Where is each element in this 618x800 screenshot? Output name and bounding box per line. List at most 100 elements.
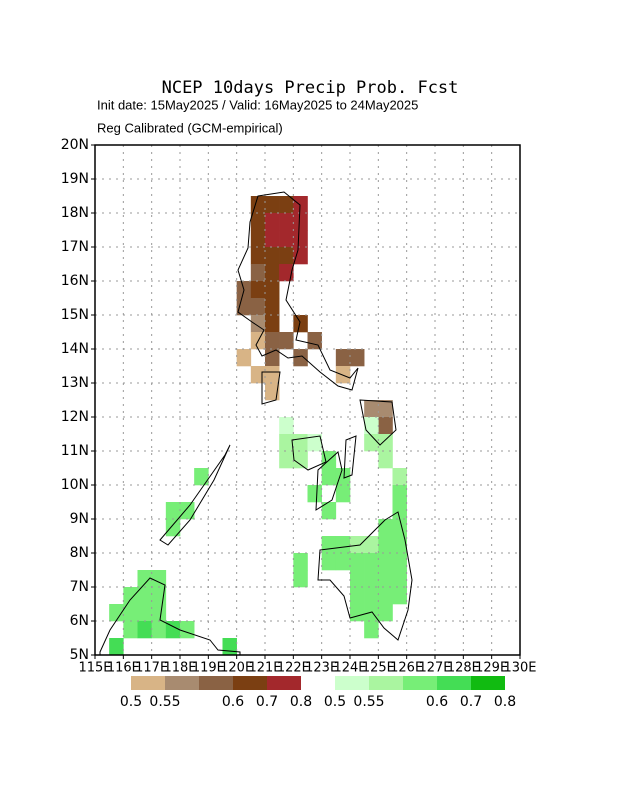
x-tick-label: 129E xyxy=(475,661,508,676)
prob-cell xyxy=(378,434,393,452)
prob-cell xyxy=(335,366,351,384)
prob-cell xyxy=(279,230,294,248)
prob-cell xyxy=(109,638,124,656)
prob-cell xyxy=(123,587,138,605)
prob-cell xyxy=(293,247,308,265)
x-tick-label: 128E xyxy=(447,661,480,676)
prob-cell xyxy=(123,604,138,622)
coast-negros xyxy=(315,451,343,511)
prob-cell xyxy=(279,196,294,214)
prob-cell xyxy=(350,570,365,588)
prob-cell xyxy=(279,213,294,231)
coast-samar xyxy=(359,399,397,446)
x-tick-label: 126E xyxy=(390,661,423,676)
coast-mindoro xyxy=(261,371,281,405)
prob-cell xyxy=(265,264,280,282)
x-tick-label: 122E xyxy=(277,661,310,676)
prob-cell xyxy=(378,553,393,571)
prob-cell xyxy=(293,196,308,214)
prob-cell xyxy=(265,383,280,401)
x-tick-label: 118E xyxy=(163,661,196,676)
coast-palawan xyxy=(159,444,231,546)
cells xyxy=(109,196,407,656)
y-tick-label: 17N xyxy=(61,239,89,255)
prob-cell xyxy=(307,332,322,350)
prob-cell xyxy=(392,553,407,571)
x-tick-label: 117E xyxy=(135,661,168,676)
legend-swatch xyxy=(267,676,301,690)
y-tick-label: 6N xyxy=(70,613,89,629)
prob-cell xyxy=(378,536,393,554)
legend-swatch xyxy=(335,676,369,690)
y-tick-label: 18N xyxy=(61,205,89,221)
prob-cell xyxy=(137,621,152,639)
prob-cell xyxy=(378,417,393,435)
prob-cell xyxy=(265,213,280,231)
prob-cell xyxy=(335,468,351,486)
prob-cell xyxy=(350,536,365,554)
prob-cell xyxy=(250,366,266,384)
prob-cell xyxy=(279,264,294,282)
prob-cell xyxy=(364,434,379,452)
prob-cell xyxy=(165,502,181,520)
legend-swatch xyxy=(403,676,437,690)
prob-cell xyxy=(378,604,393,622)
y-tick-label: 9N xyxy=(70,511,89,527)
y-tick-label: 7N xyxy=(70,579,89,595)
prob-cell xyxy=(279,451,294,469)
prob-cell xyxy=(165,621,181,639)
prob-cell xyxy=(180,502,195,520)
x-tick-label: 130E xyxy=(503,661,536,676)
legend-label: 0.7 xyxy=(460,694,482,710)
legend-label: 0.6 xyxy=(222,694,244,710)
legend-label: 0.6 xyxy=(426,694,448,710)
prob-cell xyxy=(279,417,294,435)
plot-frame xyxy=(94,144,521,656)
prob-cell xyxy=(392,536,407,554)
prob-cell xyxy=(250,298,266,316)
prob-cell xyxy=(335,536,351,554)
prob-cell xyxy=(123,621,138,639)
prob-cell xyxy=(250,247,266,265)
prob-cell xyxy=(350,604,365,622)
y-tick-label: 11N xyxy=(61,443,89,459)
coast-panay xyxy=(291,435,327,471)
prob-cell xyxy=(265,281,280,299)
prob-cell xyxy=(364,621,379,639)
prob-cell xyxy=(378,400,393,418)
x-tick-label: 121E xyxy=(248,661,281,676)
prob-cell xyxy=(350,587,365,605)
prob-cell xyxy=(364,536,379,554)
y-tick-label: 8N xyxy=(70,545,89,561)
y-tick-label: 5N xyxy=(70,647,89,663)
prob-cell xyxy=(293,451,308,469)
x-tick-label: 120E xyxy=(220,661,253,676)
prob-cell xyxy=(250,213,266,231)
prob-cell xyxy=(392,502,407,520)
prob-cell xyxy=(293,570,308,588)
y-tick-label: 12N xyxy=(61,409,89,425)
prob-cell xyxy=(392,587,407,605)
prob-cell xyxy=(392,485,407,503)
prob-cell xyxy=(335,349,351,367)
coast-cebu xyxy=(343,435,357,479)
prob-cell xyxy=(293,230,308,248)
prob-cell xyxy=(279,247,294,265)
chart-title: NCEP 10days Precip Prob. Fcst xyxy=(162,78,459,98)
prob-cell xyxy=(151,621,167,639)
y-tick-label: 15N xyxy=(61,307,89,323)
prob-cell xyxy=(350,553,365,571)
y-tick-label: 10N xyxy=(61,477,89,493)
prob-cell xyxy=(378,587,393,605)
legend-label: 0.5 xyxy=(120,694,142,710)
prob-cell xyxy=(265,366,280,384)
legend-swatch xyxy=(131,676,165,690)
y-tick-label: 14N xyxy=(61,341,89,357)
coast-luzon xyxy=(237,191,359,391)
prob-cell xyxy=(335,553,351,571)
prob-cell xyxy=(293,434,308,452)
legend-swatch xyxy=(471,676,505,690)
legend-label: 0.7 xyxy=(256,694,278,710)
prob-cell xyxy=(180,621,195,639)
prob-cell xyxy=(321,536,337,554)
